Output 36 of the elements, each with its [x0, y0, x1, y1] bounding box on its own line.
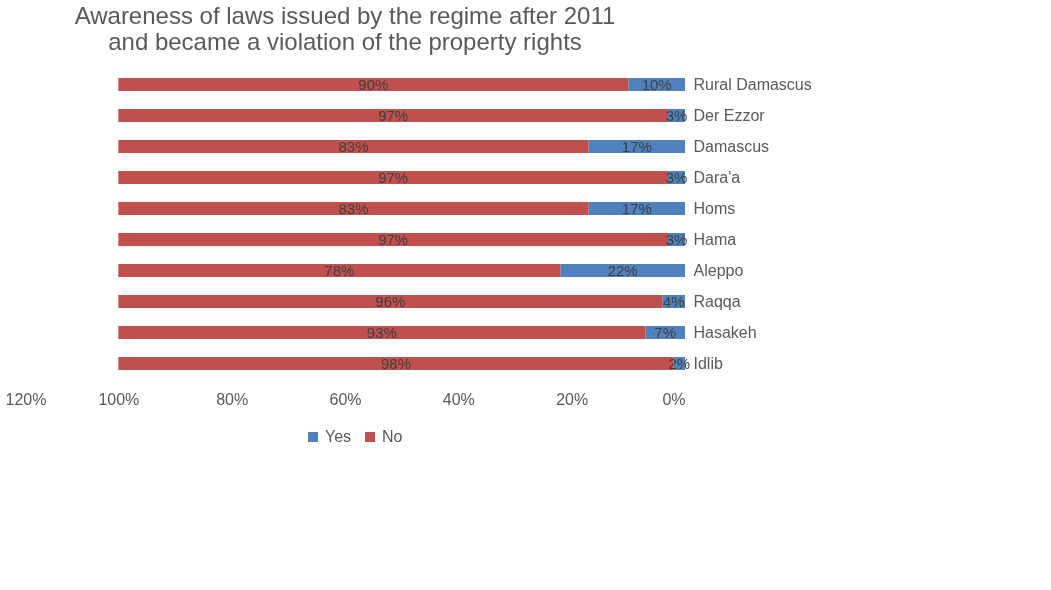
x-tick-label: 20%	[556, 390, 589, 408]
data-label: 7%	[654, 323, 677, 341]
y-tick-label: Rural Damascus	[693, 75, 812, 93]
data-label: 97%	[378, 106, 409, 124]
y-tick-label: Homs	[693, 199, 736, 217]
x-tick-label: 80%	[216, 390, 249, 408]
data-label: 22%	[607, 261, 638, 279]
data-label: 98%	[380, 354, 412, 372]
x-tick-label: 60%	[329, 390, 362, 408]
data-label: 10%	[641, 75, 672, 93]
data-label: 97%	[378, 168, 409, 186]
x-tick-label: 120%	[5, 390, 47, 408]
chart-title: Awareness of laws issued by the regime after 2011 and became a violation of the property rights	[74, 2, 616, 55]
legend-label: No	[382, 428, 403, 445]
y-tick-label: Damascus	[693, 137, 770, 155]
data-label: 83%	[338, 199, 369, 217]
y-tick-label: Idlib	[693, 354, 723, 372]
x-tick-label: 40%	[442, 390, 475, 408]
y-tick-label: Hasakeh	[693, 323, 757, 341]
data-label: 96%	[375, 292, 406, 310]
data-label: 83%	[338, 137, 369, 155]
y-tick-label: Hama	[693, 230, 737, 248]
data-label: 90%	[358, 75, 389, 93]
data-label: 93%	[366, 323, 397, 341]
data-label: 97%	[378, 230, 409, 248]
x-tick-label: 0%	[662, 390, 686, 408]
y-tick-label: Dara'a	[693, 168, 741, 186]
data-label: 17%	[621, 137, 652, 155]
data-label: 17%	[621, 199, 652, 217]
y-tick-label: Aleppo	[693, 261, 744, 279]
data-label: 78%	[324, 261, 355, 279]
legend-label: Yes	[325, 428, 352, 445]
y-tick-label: Der Ezzor	[693, 106, 766, 124]
y-tick-label: Raqqa	[693, 292, 741, 310]
x-tick-label: 100%	[98, 390, 140, 408]
data-label: 4%	[662, 292, 685, 310]
